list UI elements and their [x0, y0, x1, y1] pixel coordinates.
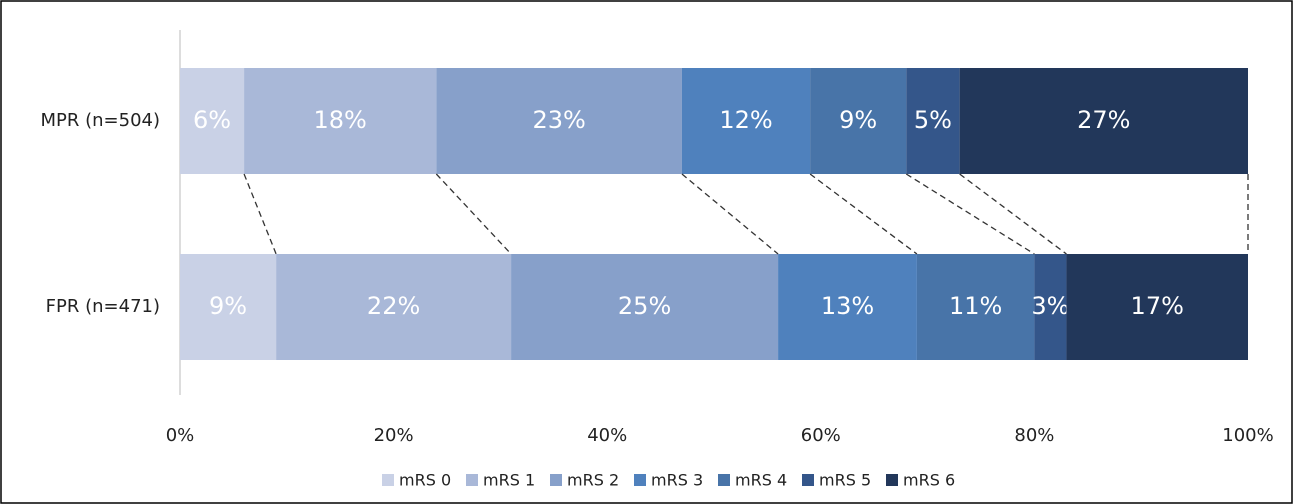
bar-segment — [778, 254, 917, 360]
x-tick-label: 40% — [587, 425, 627, 446]
bar-segment — [810, 68, 907, 174]
x-tick-label: 100% — [1222, 425, 1273, 446]
legend-swatch — [718, 474, 730, 486]
data-label: 18% — [314, 106, 367, 134]
data-label: 3% — [1031, 292, 1069, 320]
bar-segment — [244, 68, 437, 174]
bar-segment — [180, 68, 245, 174]
y-tick-label: FPR (n=471) — [46, 296, 160, 317]
legend-swatch — [634, 474, 646, 486]
data-label: 5% — [914, 106, 952, 134]
bar-segment — [1066, 254, 1248, 360]
legend-label: mRS 1 — [483, 471, 535, 490]
x-tick-label: 60% — [801, 425, 841, 446]
bar-segment — [180, 254, 277, 360]
data-label: 12% — [719, 106, 772, 134]
bar-segment — [436, 68, 682, 174]
bar-segment — [906, 68, 960, 174]
legend-swatch — [886, 474, 898, 486]
legend-label: mRS 2 — [567, 471, 619, 490]
data-label: 25% — [618, 292, 671, 320]
x-tick-label: 20% — [374, 425, 414, 446]
connector-line — [905, 173, 1035, 255]
bar-segment — [276, 254, 512, 360]
legend-label: mRS 5 — [819, 471, 871, 490]
legend-swatch — [466, 474, 478, 486]
data-label: 9% — [209, 292, 247, 320]
legend-label: mRS 3 — [651, 471, 703, 490]
connector-line — [243, 173, 277, 255]
x-tick-label: 0% — [166, 425, 195, 446]
data-label: 17% — [1131, 292, 1184, 320]
bar-segment — [681, 68, 811, 174]
connector-line — [681, 173, 779, 255]
data-label: 9% — [839, 106, 877, 134]
connector-line — [809, 173, 918, 255]
legend-swatch — [802, 474, 814, 486]
legend-label: mRS 0 — [399, 471, 451, 490]
connector-line — [435, 173, 512, 255]
legend-label: mRS 4 — [735, 471, 787, 490]
data-label: 6% — [193, 106, 231, 134]
bar-segment — [1034, 254, 1067, 360]
legend-label: mRS 6 — [903, 471, 955, 490]
legend-swatch — [550, 474, 562, 486]
connector-line — [959, 173, 1067, 255]
data-label: 27% — [1077, 106, 1130, 134]
bar-segment — [916, 254, 1035, 360]
data-label: 11% — [949, 292, 1002, 320]
data-label: 22% — [367, 292, 420, 320]
y-tick-label: MPR (n=504) — [40, 110, 160, 131]
data-label: 13% — [821, 292, 874, 320]
bar-segment — [959, 68, 1248, 174]
legend-swatch — [382, 474, 394, 486]
x-tick-label: 80% — [1014, 425, 1054, 446]
data-label: 23% — [532, 106, 585, 134]
bar-segment — [511, 254, 779, 360]
